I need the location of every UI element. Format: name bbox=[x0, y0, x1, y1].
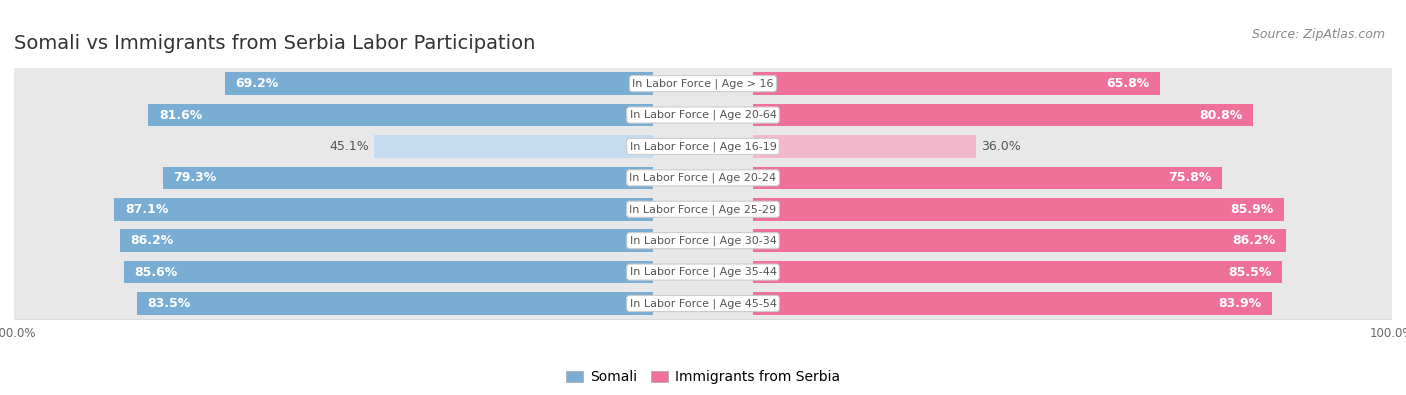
Bar bbox=[374, 135, 652, 158]
Text: In Labor Force | Age 25-29: In Labor Force | Age 25-29 bbox=[630, 204, 776, 214]
Text: Somali vs Immigrants from Serbia Labor Participation: Somali vs Immigrants from Serbia Labor P… bbox=[14, 34, 536, 53]
Text: In Labor Force | Age 35-44: In Labor Force | Age 35-44 bbox=[630, 267, 776, 277]
Bar bbox=[14, 99, 1392, 131]
Text: In Labor Force | Age 30-34: In Labor Force | Age 30-34 bbox=[630, 235, 776, 246]
Text: 80.8%: 80.8% bbox=[1199, 109, 1243, 122]
Text: 87.1%: 87.1% bbox=[125, 203, 169, 216]
Bar bbox=[14, 131, 1392, 162]
Text: In Labor Force | Age > 16: In Labor Force | Age > 16 bbox=[633, 78, 773, 89]
Text: In Labor Force | Age 20-64: In Labor Force | Age 20-64 bbox=[630, 110, 776, 120]
Bar bbox=[754, 135, 976, 158]
Bar bbox=[754, 198, 1284, 220]
Bar bbox=[14, 162, 1392, 194]
Text: 85.9%: 85.9% bbox=[1230, 203, 1274, 216]
Bar bbox=[14, 225, 1392, 256]
Bar bbox=[14, 68, 1392, 99]
Bar bbox=[754, 292, 1271, 315]
Bar bbox=[754, 72, 1160, 95]
Text: 86.2%: 86.2% bbox=[131, 234, 173, 247]
Text: 83.5%: 83.5% bbox=[148, 297, 190, 310]
Text: 81.6%: 81.6% bbox=[159, 109, 202, 122]
Bar bbox=[14, 194, 1392, 225]
Text: 69.2%: 69.2% bbox=[236, 77, 278, 90]
Text: In Labor Force | Age 45-54: In Labor Force | Age 45-54 bbox=[630, 298, 776, 309]
Bar bbox=[14, 256, 1392, 288]
Bar bbox=[754, 229, 1286, 252]
Bar bbox=[114, 198, 652, 220]
Text: 83.9%: 83.9% bbox=[1218, 297, 1261, 310]
Text: 45.1%: 45.1% bbox=[329, 140, 368, 153]
Text: 85.6%: 85.6% bbox=[134, 265, 177, 278]
Bar bbox=[14, 288, 1392, 319]
Text: In Labor Force | Age 20-24: In Labor Force | Age 20-24 bbox=[630, 173, 776, 183]
Text: In Labor Force | Age 16-19: In Labor Force | Age 16-19 bbox=[630, 141, 776, 152]
Text: 86.2%: 86.2% bbox=[1233, 234, 1275, 247]
Text: Source: ZipAtlas.com: Source: ZipAtlas.com bbox=[1251, 28, 1385, 41]
Bar bbox=[136, 292, 652, 315]
Legend: Somali, Immigrants from Serbia: Somali, Immigrants from Serbia bbox=[561, 365, 845, 390]
Bar bbox=[120, 229, 652, 252]
Bar bbox=[754, 261, 1282, 283]
Bar bbox=[754, 167, 1222, 189]
Text: 85.5%: 85.5% bbox=[1227, 265, 1271, 278]
Bar bbox=[149, 104, 652, 126]
Bar bbox=[225, 72, 652, 95]
Text: 65.8%: 65.8% bbox=[1107, 77, 1150, 90]
Text: 75.8%: 75.8% bbox=[1168, 171, 1212, 184]
Text: 36.0%: 36.0% bbox=[981, 140, 1021, 153]
Bar bbox=[754, 104, 1253, 126]
Bar bbox=[124, 261, 652, 283]
Text: 79.3%: 79.3% bbox=[173, 171, 217, 184]
Bar bbox=[163, 167, 652, 189]
